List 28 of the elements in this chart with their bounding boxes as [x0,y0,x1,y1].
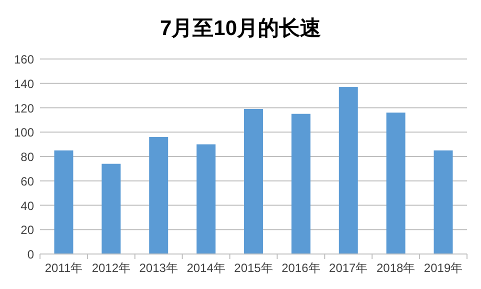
x-tick-label: 2014年 [186,261,226,275]
x-tick-label: 2019年 [424,261,463,275]
bar [196,144,216,254]
y-tick-label: 80 [20,150,34,164]
bar [149,137,168,254]
x-tick-label: 2012年 [92,261,131,275]
y-tick-label: 120 [14,101,34,116]
x-tick-label: 2016年 [282,261,320,275]
bar [102,164,121,254]
y-tick-label: 0 [27,248,34,262]
x-tick-label: 2011年 [44,261,83,275]
x-tick-label: 2015年 [234,261,273,275]
bar [291,114,310,254]
y-tick-label: 40 [20,198,34,213]
x-tick-label: 2013年 [139,261,178,275]
y-tick-label: 20 [20,223,34,238]
bar [54,150,74,254]
x-tick-label: 2017年 [329,261,368,275]
bar [338,87,358,254]
y-tick-label: 140 [14,76,34,91]
chart-title: 7月至10月的长速 [160,17,322,40]
y-tick-label: 60 [20,174,34,188]
x-tick-label: 2018年 [376,261,416,275]
bar [244,108,263,254]
bar [386,112,406,254]
y-tick-label: 100 [14,126,34,140]
bar [434,150,453,254]
y-tick-label: 160 [14,52,34,66]
